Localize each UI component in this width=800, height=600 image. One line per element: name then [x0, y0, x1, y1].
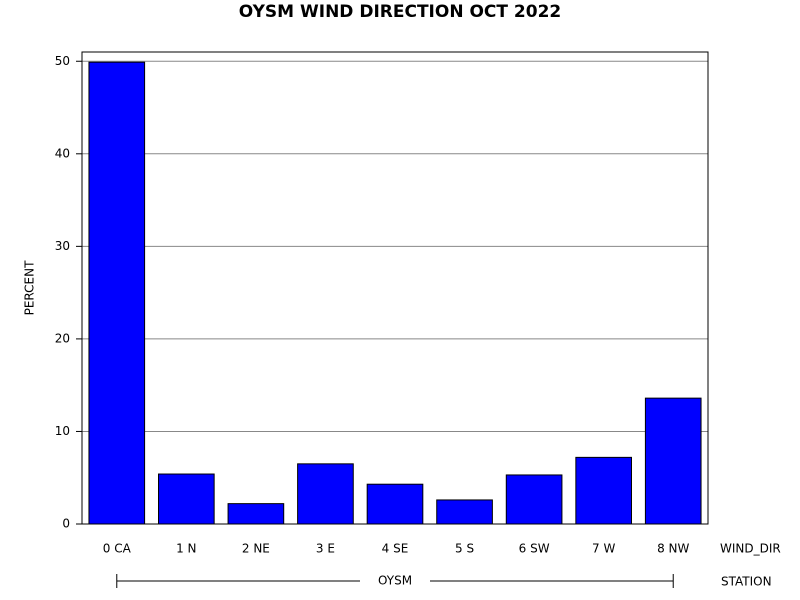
group-label: OYSM: [378, 574, 412, 588]
bar: [297, 463, 354, 525]
bar: [436, 499, 493, 525]
bar: [158, 473, 215, 525]
bar: [505, 474, 563, 525]
bar: [366, 483, 424, 525]
y-tick-label: 40: [55, 146, 70, 160]
x-axis-label: WIND_DIR: [720, 542, 781, 556]
x-tick-label: 7 W: [592, 542, 615, 556]
y-tick-label: 30: [55, 239, 70, 253]
bar: [227, 503, 285, 525]
bar: [88, 61, 146, 525]
x-tick-label: 5 S: [455, 542, 474, 556]
chart-title: OYSM WIND DIRECTION OCT 2022: [239, 2, 561, 22]
x-tick-label: 4 SE: [382, 542, 409, 556]
y-tick-label: 0: [62, 517, 70, 531]
plot-frame: [81, 51, 709, 525]
y-tick-label: 20: [55, 331, 70, 345]
x-tick-label: 6 SW: [519, 542, 550, 556]
x-tick-label: 0 CA: [103, 542, 132, 556]
x-tick-label: 2 NE: [242, 542, 270, 556]
x-tick-label: 3 E: [316, 542, 335, 556]
y-axis-label: PERCENT: [23, 260, 37, 315]
group-axis-label: STATION: [721, 575, 772, 589]
y-tick-label: 10: [55, 424, 70, 438]
bar: [644, 397, 702, 525]
x-tick-label: 8 NW: [657, 542, 689, 556]
y-tick-label: 50: [55, 54, 70, 68]
bar: [575, 456, 632, 525]
x-tick-label: 1 N: [176, 542, 196, 556]
